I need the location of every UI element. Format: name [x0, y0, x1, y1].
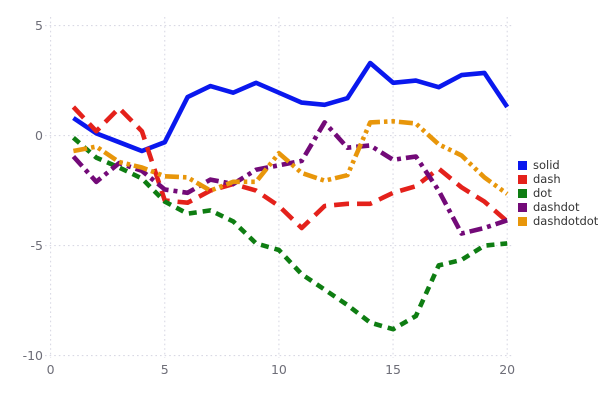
legend-swatch-dashdotdot	[518, 217, 527, 226]
legend-label-dashdotdot: dashdotdot	[533, 214, 599, 228]
legend-label-dashdot: dashdot	[533, 200, 580, 214]
x-tick-label-20: 20	[499, 362, 515, 377]
series-line-solid	[72, 60, 510, 154]
y-tick-label--5: -5	[31, 238, 43, 253]
gridlines	[45, 17, 512, 358]
legend-label-dot: dot	[533, 186, 552, 200]
series-line-dot	[71, 136, 508, 332]
y-tick-label-0: 0	[35, 128, 43, 143]
series-line-dashdot	[71, 120, 508, 236]
legend-item-dash: dash	[518, 172, 598, 186]
y-tick-label-5: 5	[35, 18, 43, 33]
legend-swatch-solid	[518, 161, 527, 170]
legend-label-dash: dash	[533, 172, 561, 186]
x-tick-label-10: 10	[271, 362, 287, 377]
legend: solid dash dot dashdot dashdotdot	[518, 158, 599, 228]
y-tick-label--10: -10	[23, 348, 43, 363]
series-lines	[71, 60, 510, 332]
legend-item-dashdot: dashdot	[518, 200, 598, 214]
series-line-dash	[71, 105, 509, 231]
legend-item-dot: dot	[518, 186, 598, 200]
legend-swatch-dot	[518, 189, 527, 198]
x-tick-label-15: 15	[385, 362, 401, 377]
axis-tick-labels: 0 5 10 15 20 5 0 -5 -10	[23, 18, 516, 377]
x-tick-label-5: 5	[161, 362, 169, 377]
legend-item-dashdotdot: dashdotdot	[518, 214, 599, 228]
legend-item-solid: solid	[518, 158, 598, 172]
series-line-dashdotdot	[72, 119, 509, 196]
x-tick-label-0: 0	[47, 362, 55, 377]
legend-swatch-dashdot	[518, 203, 527, 212]
legend-swatch-dash	[518, 175, 527, 184]
legend-label-solid: solid	[533, 158, 560, 172]
